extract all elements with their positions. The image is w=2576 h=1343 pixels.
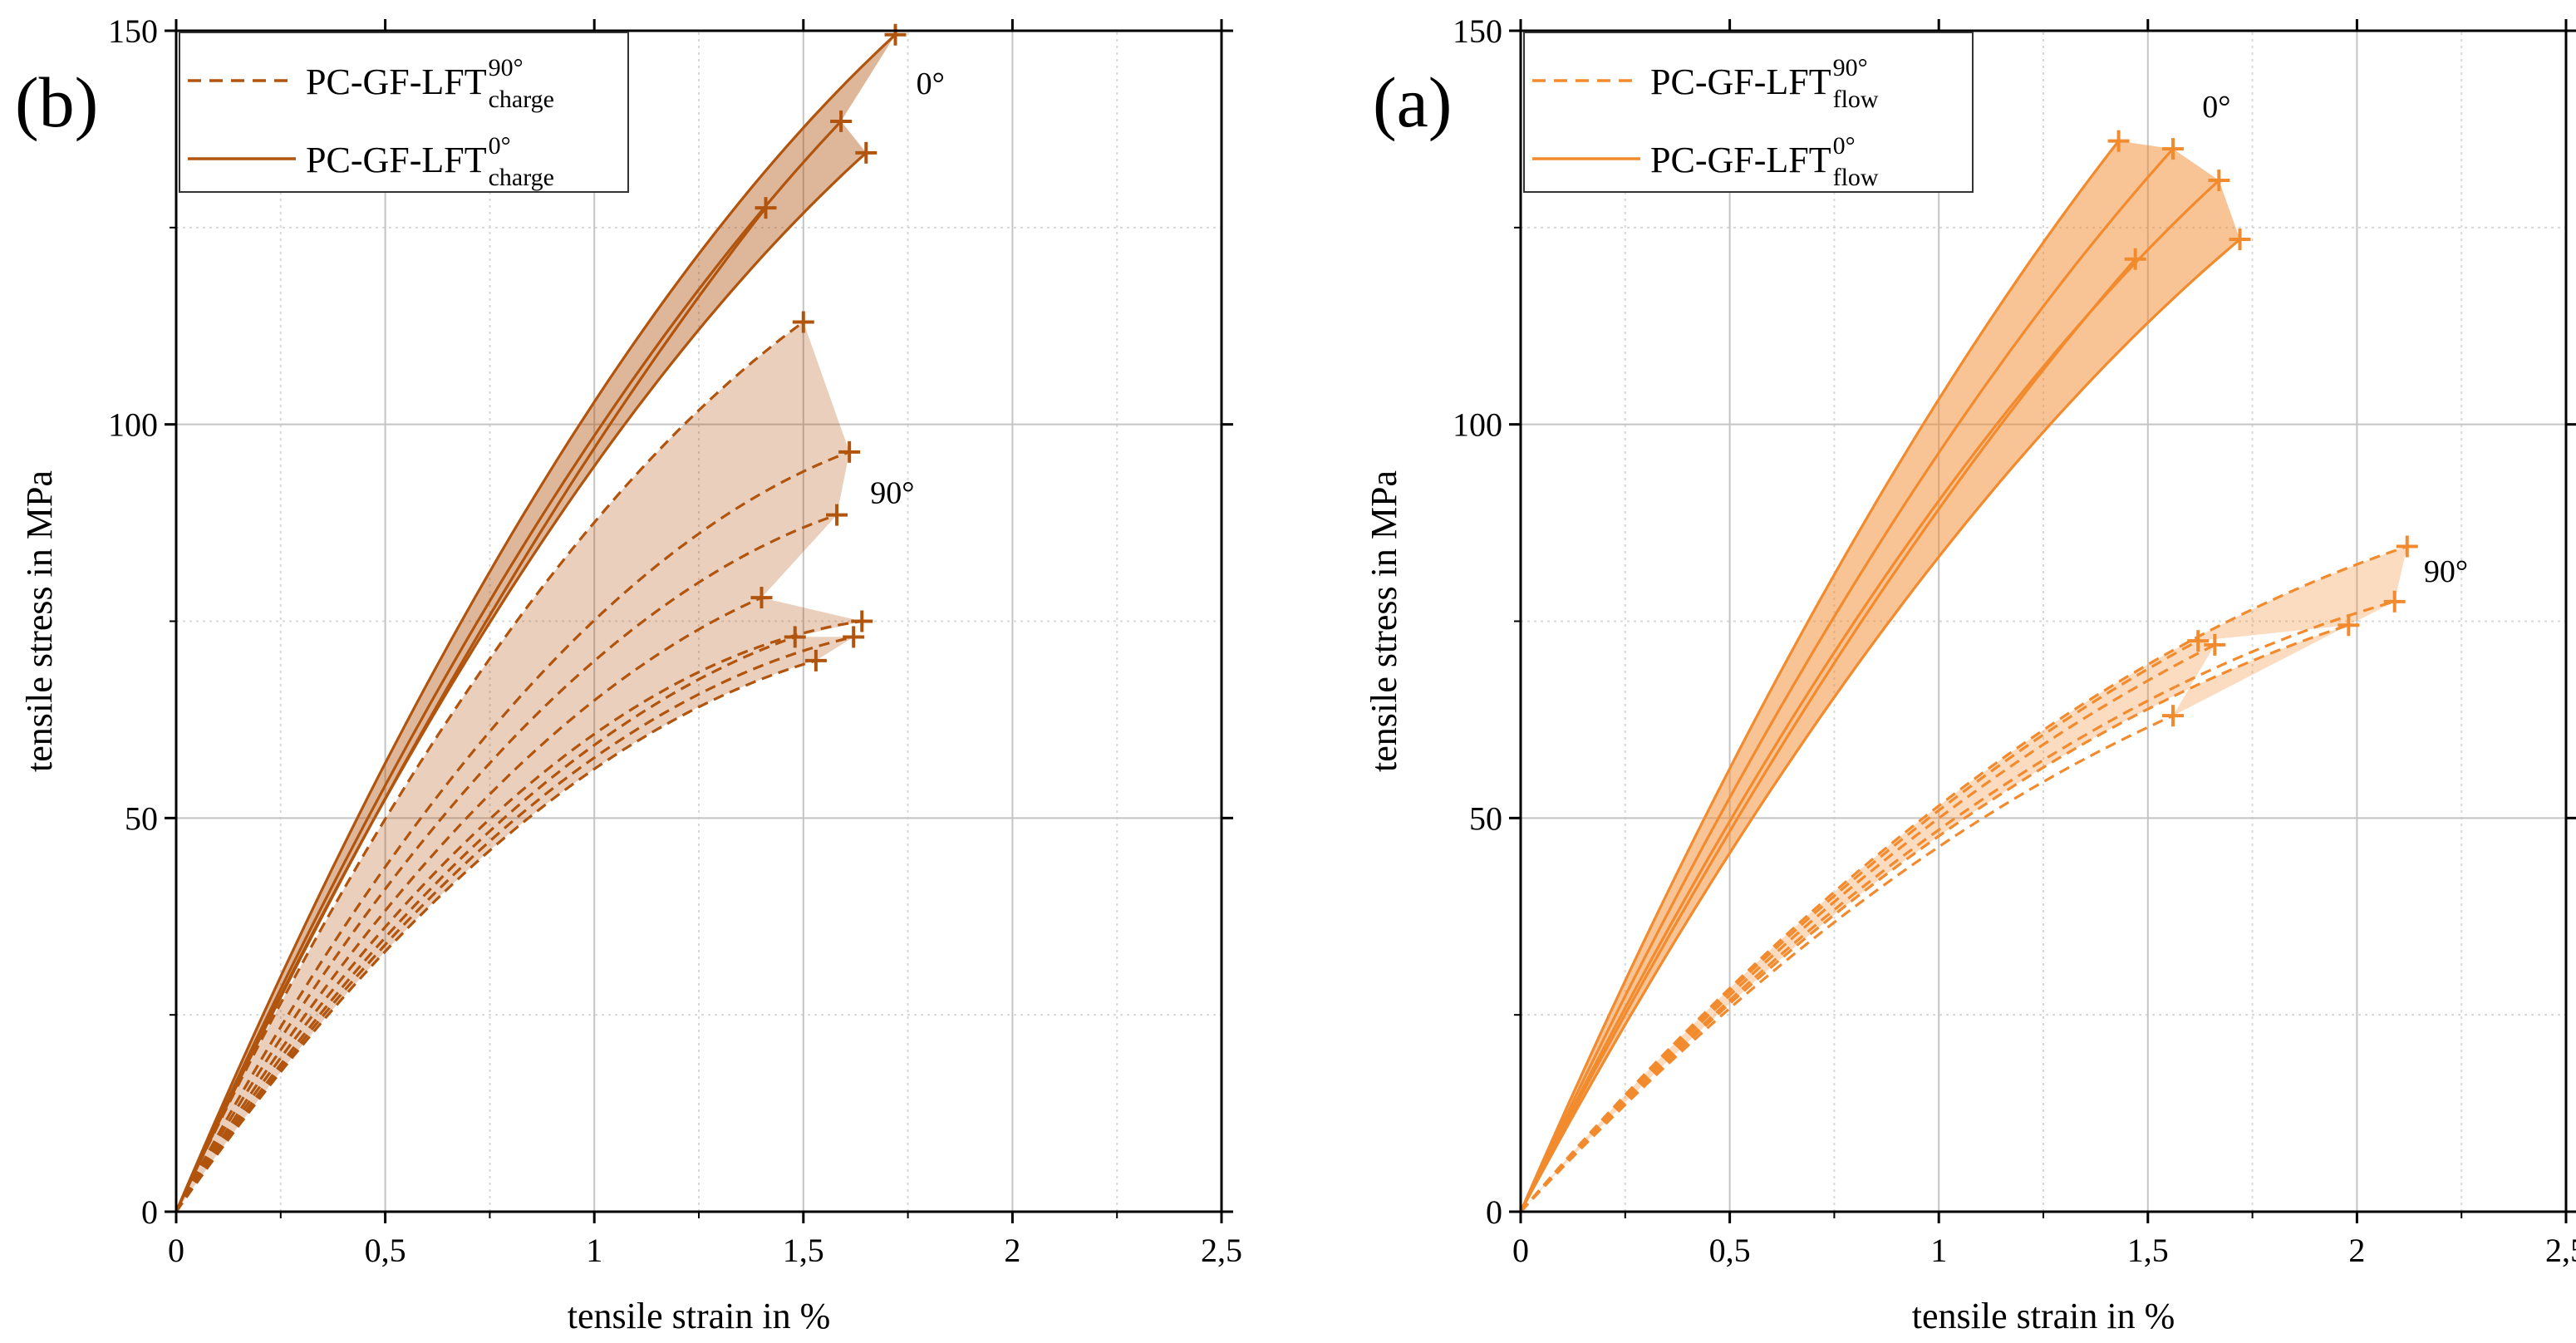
x-tick-label: 0,5 <box>365 1232 406 1269</box>
band-90deg <box>1521 546 2407 1212</box>
chart-panel-flow: 0 0,5 1 1,5 2 2,5 0 50 100 150 tensile strain in %… <box>1364 12 2576 1336</box>
angle-annotation: 90° <box>2424 554 2468 589</box>
band-0deg <box>176 34 896 1213</box>
x-tick-label: 0 <box>1512 1232 1529 1269</box>
legend-label: PC-GF-LFT <box>1650 61 1831 102</box>
y-tick-label: 50 <box>125 799 158 837</box>
failure-marker <box>2208 169 2230 191</box>
failure-marker <box>2161 705 2184 727</box>
angle-annotation: 90° <box>870 475 914 510</box>
series-line-1 <box>175 33 897 1213</box>
legend-sup: 90° <box>489 54 524 81</box>
panel-label: (b) <box>15 62 98 142</box>
legend-sup: 0° <box>489 132 511 160</box>
legend-box <box>179 32 629 193</box>
failure-marker <box>784 626 806 648</box>
angle-annotation: 0° <box>2202 90 2230 125</box>
failure-marker <box>826 504 848 526</box>
failure-marker <box>884 23 907 46</box>
legend-label: PC-GF-LFT <box>306 61 487 102</box>
series-line-11 <box>1519 714 2174 1213</box>
legend-label: PC-GF-LFT <box>1650 140 1831 180</box>
x-tick-label: 2 <box>1004 1232 1020 1269</box>
grid <box>176 31 1222 1212</box>
failure-marker <box>2124 248 2146 270</box>
failure-marker <box>843 626 865 648</box>
legend-sup: 90° <box>1833 54 1868 81</box>
series-line-1 <box>1519 140 2120 1213</box>
y-axis-title: tensile stress in MPa <box>1364 470 1404 772</box>
x-tick-label: 0,5 <box>1709 1232 1751 1269</box>
failure-marker <box>2187 630 2210 652</box>
legend-sup: 0° <box>1833 132 1856 160</box>
y-tick-label: 150 <box>108 12 158 50</box>
failure-marker <box>2229 229 2251 251</box>
series-line-7 <box>1519 639 2199 1213</box>
series-line-8 <box>175 596 763 1213</box>
x-tick-label: 2 <box>2348 1232 2365 1269</box>
x-tick-label: 2,5 <box>2545 1232 2576 1269</box>
grid <box>1521 31 2566 1212</box>
y-tick-label: 100 <box>1453 406 1502 444</box>
x-tick-label: 1 <box>586 1232 602 1269</box>
series-line-5 <box>1519 238 2241 1213</box>
chart-panel-charge: 0 0,5 1 1,5 2 2,5 0 50 100 150 tensile strain in %… <box>15 12 1242 1336</box>
band-0deg <box>1521 140 2240 1213</box>
failure-marker <box>855 141 878 164</box>
panel-label: (a) <box>1373 62 1452 142</box>
y-tick-label: 0 <box>141 1193 158 1231</box>
failure-marker <box>755 197 777 219</box>
x-axis-title: tensile strain in % <box>568 1296 831 1336</box>
legend-sub: charge <box>489 86 554 113</box>
x-tick-label: 1,5 <box>2127 1232 2169 1269</box>
x-tick-label: 0 <box>168 1232 184 1269</box>
x-tick-label: 1,5 <box>783 1232 824 1269</box>
x-axis-title: tensile strain in % <box>1912 1296 2175 1336</box>
series-line-9 <box>175 619 863 1213</box>
y-tick-label: 100 <box>108 406 158 444</box>
legend-sub: flow <box>1833 164 1879 191</box>
x-tick-label: 2,5 <box>1201 1232 1242 1269</box>
failure-marker <box>2396 535 2418 558</box>
plot-frame <box>1519 29 2568 1213</box>
series-line-6 <box>1519 544 2408 1213</box>
failure-marker <box>838 440 861 463</box>
series-line-11 <box>175 635 854 1213</box>
angle-annotation: 0° <box>917 66 945 101</box>
series-line-10 <box>175 635 796 1213</box>
failure-marker <box>2161 138 2184 160</box>
failure-marker <box>792 311 814 333</box>
failure-marker <box>830 110 853 132</box>
failure-marker <box>2107 130 2130 152</box>
series-line-12 <box>175 659 817 1213</box>
y-tick-label: 150 <box>1453 12 1502 50</box>
series-line-10 <box>1519 623 2349 1213</box>
y-tick-label: 0 <box>1486 1193 1502 1231</box>
legend-box <box>1523 32 1974 193</box>
failure-marker <box>2204 633 2226 656</box>
series-line-7 <box>175 514 838 1213</box>
failure-marker <box>851 610 873 632</box>
failure-marker <box>750 587 773 609</box>
series-line-4 <box>175 207 767 1213</box>
series-line-6 <box>175 450 850 1213</box>
x-tick-label: 1 <box>1930 1232 1947 1269</box>
legend-label: PC-GF-LFT <box>306 140 487 180</box>
series-line-2 <box>175 120 843 1213</box>
series-line-2 <box>1519 148 2175 1213</box>
series-line-8 <box>1519 643 2216 1213</box>
series-line-9 <box>1519 600 2396 1213</box>
failure-marker <box>2383 590 2406 612</box>
legend-sub: charge <box>489 164 554 191</box>
failure-marker <box>804 649 827 672</box>
series-line-5 <box>175 321 804 1213</box>
y-axis-title: tensile stress in MPa <box>19 470 60 772</box>
legend-sub: flow <box>1833 86 1879 113</box>
series-line-4 <box>1519 258 2136 1213</box>
failure-marker <box>2338 614 2360 637</box>
y-tick-label: 50 <box>1469 799 1502 837</box>
